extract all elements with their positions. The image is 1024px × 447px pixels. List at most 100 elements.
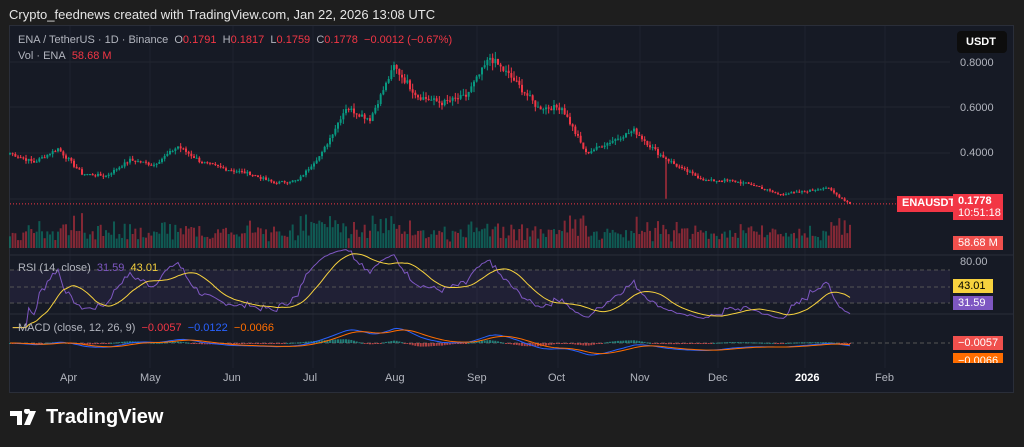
rsi-tag: 31.59: [953, 296, 993, 310]
macd-histogram-bar: [558, 343, 561, 344]
volume-bar: [331, 227, 334, 248]
close-label: C: [316, 34, 325, 46]
macd-histogram-bar: [582, 343, 585, 346]
macd-histogram-bar: [761, 342, 763, 344]
candle-body: [105, 175, 107, 177]
macd-histogram-bar: [347, 339, 350, 343]
candle-body: [737, 181, 739, 183]
volume-bar: [515, 240, 518, 248]
candle-body: [387, 79, 390, 83]
macd-histogram-bar: [707, 343, 710, 344]
volume-bar: [457, 232, 459, 248]
macd-histogram-bar: [625, 340, 627, 343]
candle-body: [174, 148, 177, 151]
macd-histogram-bar: [358, 342, 361, 344]
macd-histogram-bar: [193, 343, 195, 344]
volume-bar: [289, 230, 291, 248]
candle-body: [443, 100, 446, 106]
macd-histogram-bar: [302, 342, 305, 344]
macd-histogram-bar: [523, 343, 526, 347]
candle-body: [654, 147, 657, 150]
candle-body: [625, 133, 627, 138]
candle-body: [206, 162, 209, 164]
candle-body: [83, 174, 86, 176]
macd-signal-value: −0.0066: [233, 322, 274, 334]
candle-body: [739, 181, 742, 184]
macd-hist-tag: −0.0057: [953, 336, 1003, 350]
volume-bar: [459, 229, 462, 248]
macd-histogram-bar: [35, 343, 38, 344]
candle-body: [169, 150, 171, 154]
candle-body: [681, 166, 683, 168]
candle-body: [526, 93, 529, 96]
macd-histogram-bar: [294, 342, 297, 344]
candle-body: [771, 190, 774, 193]
candle-body: [153, 164, 155, 166]
candle-body: [110, 173, 113, 175]
candle-body: [251, 175, 254, 177]
candle-body: [14, 153, 17, 157]
volume-bar: [510, 224, 513, 248]
macd-histogram-bar: [177, 341, 179, 343]
candle-body: [785, 194, 787, 196]
volume-bar: [603, 232, 606, 248]
macd-histogram-bar: [806, 342, 809, 344]
volume-bar: [334, 220, 337, 248]
macd-histogram-bar: [449, 343, 451, 345]
volume-bar: [273, 226, 275, 248]
candle-body: [499, 64, 502, 67]
currency-button[interactable]: USDT: [957, 31, 1007, 53]
macd-histogram-bar: [331, 339, 334, 343]
volume-bar: [622, 237, 625, 248]
macd-histogram-bar: [310, 341, 313, 343]
macd-histogram-bar: [38, 343, 41, 344]
macd-histogram-bar: [595, 343, 598, 345]
candle-body: [209, 162, 211, 164]
chart-frame[interactable]: [9, 25, 1014, 393]
candle-body: [75, 166, 78, 169]
macd-histogram-bar: [355, 341, 358, 343]
volume-tag: 58.68 M: [953, 236, 1003, 250]
volume-bar: [121, 237, 123, 248]
volume-bar: [9, 236, 11, 248]
candle-body: [774, 192, 777, 194]
macd-histogram-bar: [726, 342, 729, 344]
candle-body: [35, 161, 38, 163]
macd-histogram-bar: [435, 343, 438, 346]
macd-histogram-bar: [475, 341, 478, 343]
candle-body: [457, 98, 459, 100]
volume-bar: [19, 240, 22, 248]
macd-histogram-bar: [630, 340, 633, 343]
macd-histogram-bar: [841, 343, 843, 344]
candle-body: [278, 181, 281, 184]
candle-body: [518, 80, 521, 85]
volume-bar: [587, 236, 590, 248]
macd-histogram-bar: [699, 343, 702, 344]
low-label: L: [270, 34, 277, 46]
macd-histogram-bar: [153, 342, 155, 344]
macd-histogram-bar: [427, 343, 430, 347]
macd-histogram-bar: [715, 342, 718, 344]
volume-bar: [374, 223, 377, 248]
candle-body: [747, 182, 750, 184]
macd-histogram-bar: [561, 343, 563, 344]
candle-body: [254, 175, 257, 177]
volume-bar: [769, 232, 771, 248]
candle-body: [481, 67, 483, 75]
macd-hist-value: −0.0057: [141, 322, 182, 334]
macd-histogram-bar: [614, 341, 617, 343]
candle-body: [145, 161, 147, 163]
macd-histogram-bar: [246, 343, 249, 344]
volume-bar: [254, 232, 257, 248]
ticker-tag: ENAUSDT: [897, 196, 961, 212]
macd-histogram-bar: [94, 343, 97, 345]
candle-body: [374, 107, 377, 114]
volume-bar: [363, 224, 366, 248]
candle-body: [243, 171, 246, 174]
macd-histogram-bar: [521, 343, 523, 346]
volume-bar: [454, 231, 457, 248]
candle-body: [806, 191, 809, 193]
candle-body: [353, 108, 355, 114]
volume-bar: [659, 233, 662, 248]
